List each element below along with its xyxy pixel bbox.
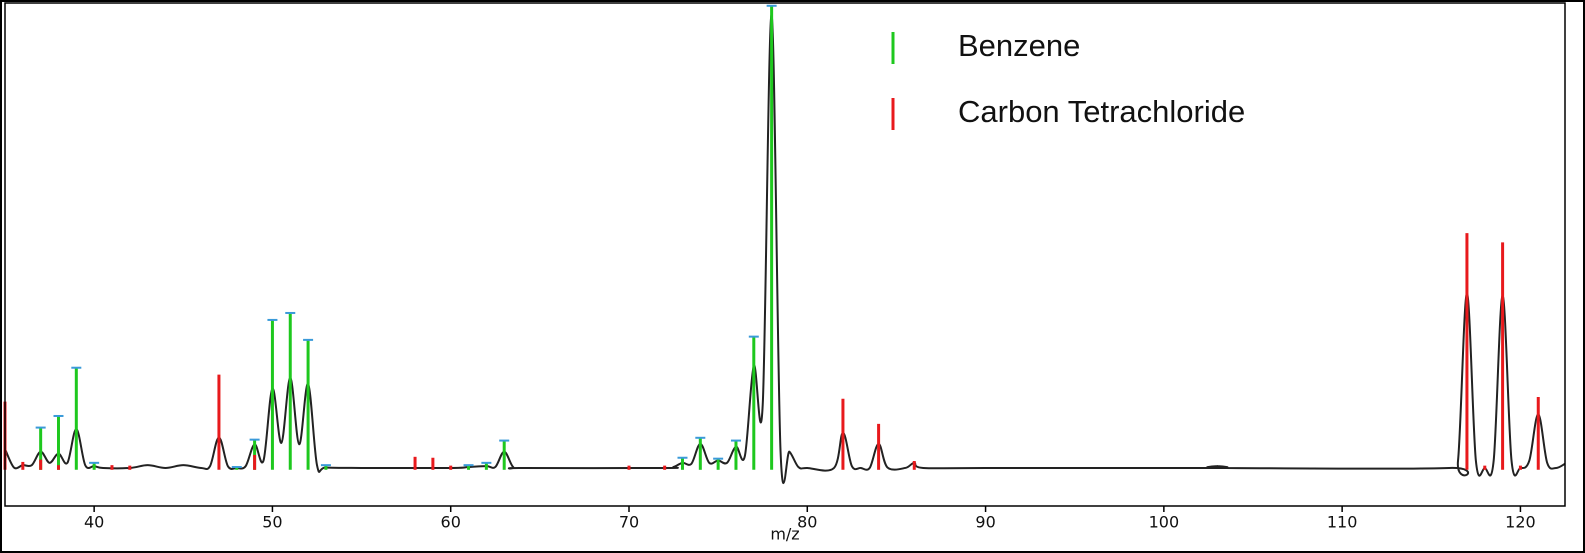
x-tick-label: 60: [441, 513, 461, 532]
x-tick-label: 100: [1149, 513, 1180, 532]
plot-area: [4, 2, 1566, 507]
x-tick-label: 40: [84, 513, 104, 532]
x-axis-label: m/z: [770, 525, 799, 544]
x-tick-label: 70: [619, 513, 639, 532]
x-tick-label: 80: [797, 513, 817, 532]
legend: Benzene Carbon Tetrachloride: [891, 28, 1245, 130]
legend-label: Carbon Tetrachloride: [958, 94, 1245, 129]
x-tick-label: 120: [1505, 513, 1536, 532]
x-tick-label: 90: [975, 513, 995, 532]
x-tick-label: 110: [1327, 513, 1358, 532]
legend-label: Benzene: [958, 28, 1080, 63]
x-tick-label: 50: [262, 513, 282, 532]
